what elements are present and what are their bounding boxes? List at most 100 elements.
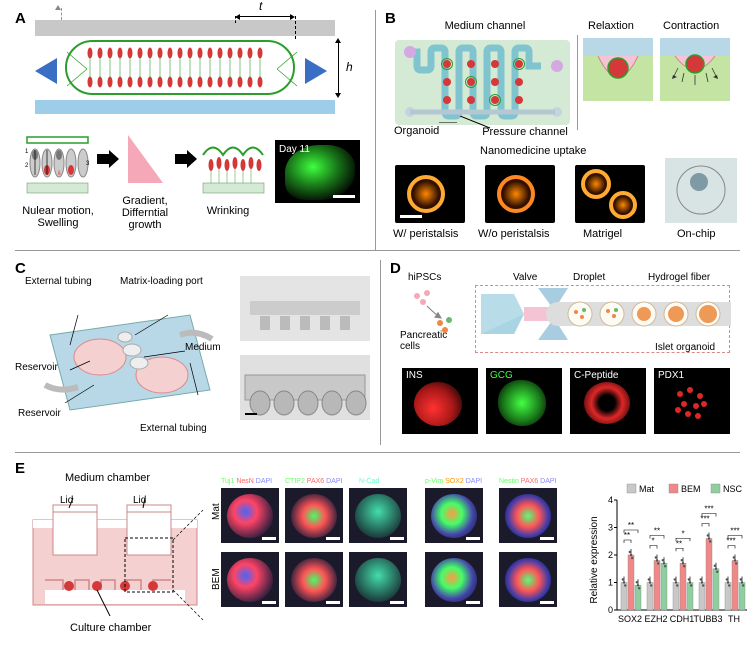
panel-e: E Medium chamber Lid Lid Culture chamber… [15,460,740,650]
hipsc-dots [405,288,465,338]
h2: CTIP2 PAX6 DAPI [285,478,342,485]
c-lb4: Medium [185,342,221,353]
nanolb2: W/o peristalsis [478,228,550,240]
d-t1: hiPSCs [408,272,441,283]
ovoid-cells [65,40,295,95]
day11-label: Day 11 [279,144,310,155]
dash-left [61,8,62,20]
bar-chart: 01234Relative expression****SOX2***EZH2*… [587,480,752,635]
arrow2-icon [175,150,197,173]
c-lb2: Matrix-loading port [120,276,203,287]
svg-text:SOX2: SOX2 [618,614,642,624]
svg-text:NSC: NSC [723,484,743,494]
if-image [349,488,407,543]
fluor-pdx1: PDX1 [654,368,730,434]
svg-text:**: ** [624,531,630,540]
dim-h-label: h [346,60,353,74]
nanolb1: W/ peristalsis [393,228,458,240]
panel-d-label: D [390,260,401,277]
if-image [349,552,407,607]
panel-a: A /* inline cells drawn below */ t h [15,10,365,245]
subA1: Nulear motion, Swelling [18,205,98,229]
bottom-bar [35,100,335,114]
fluor-image-a: Day 11 [275,140,360,203]
svg-text:0: 0 [608,605,613,615]
onchip [665,158,737,223]
arrow1-icon [97,150,119,173]
svg-text:**: ** [676,539,682,548]
nano3 [575,165,645,223]
divider-v2 [380,260,381,445]
divider-h2 [15,452,740,453]
subA3: Wrinking [198,205,258,217]
d-t4: Hydrogel fiber [648,272,710,283]
if-image [425,488,483,543]
svg-text:TUBB3: TUBB3 [693,614,722,624]
fluor-cpep: C-Peptide [570,368,646,434]
d-t2: Valve [513,272,537,283]
if-image [425,552,483,607]
arrow-right-icon [305,58,327,84]
panel-b-label: B [385,10,396,27]
if-image [499,552,557,607]
if-image [285,552,343,607]
panel-c: C External tubing Matrix-loading port Re… [15,260,370,445]
svg-text:ⅱ: ⅱ [58,170,61,177]
c-lb3: Reservoir [15,362,58,373]
panel-c-label: C [15,260,26,277]
top-bar [35,20,335,36]
divider-v1 [375,10,376,250]
arrow-left-icon [35,58,57,84]
c-lb5: Reservoir [18,408,61,419]
scheme-gradient [123,135,171,195]
lb-relax: Relaxtion [588,20,634,32]
panel-a-label: A [15,10,26,27]
nano-title: Nanomedicine uptake [480,145,586,157]
e-bottom: Culture chamber [70,622,151,634]
svg-text:*: * [651,537,654,546]
svg-text:Relative expression: Relative expression [589,516,600,603]
dash-arrow-up [55,5,61,10]
svg-text:2: 2 [608,550,613,560]
nano1 [395,165,465,223]
c-lb1: External tubing [25,276,92,287]
svg-text:CDH1: CDH1 [670,614,695,624]
micro1 [240,276,370,341]
subA2: Gradient, Differntial growth [115,195,175,231]
panel-b: B Medium channel Organoid Pressure chann… [385,10,740,245]
pdx1-label: PDX1 [658,370,684,381]
svg-text:BEM: BEM [681,484,701,494]
svg-text:EZH2: EZH2 [644,614,667,624]
contr-pocket [660,38,730,118]
svg-text:4: 4 [608,495,613,505]
h1: Tuj1 NesN DAPI [221,478,272,485]
c-lb6: External tubing [140,423,207,434]
divider-h1 [15,250,740,251]
svg-text:TH: TH [728,614,740,624]
chamber-svg [25,490,205,625]
e-top: Medium chamber [65,472,150,484]
scheme-wrinkle [201,135,266,195]
droplet-scheme [475,285,730,353]
ins-label: INS [406,370,423,381]
svg-text:***: *** [704,505,713,514]
nanolb3: Matrigel [583,228,622,240]
panel-d: D hiPSCs Valve Droplet Hydrogel fiber Pa… [390,260,740,445]
h5: Nestin PAX6 DAPI [499,478,556,485]
svg-text:3: 3 [608,523,613,533]
svg-text:1: 1 [608,578,613,588]
chip3d-svg [40,295,215,420]
nanolb4: On-chip [677,228,716,240]
if-image [285,488,343,543]
svg-text:***: *** [730,527,739,536]
lid1: Lid [60,495,73,506]
lb-contr: Contraction [663,20,719,32]
fluor-ins: INS [402,368,478,434]
svg-text:*: * [681,529,684,538]
panel-e-label: E [15,460,25,477]
gcg-label: GCG [490,370,513,381]
svg-text:1: 1 [25,149,29,155]
svg-text:**: ** [628,521,634,530]
b-vline [577,35,578,130]
organoids-in-channel [395,40,570,125]
